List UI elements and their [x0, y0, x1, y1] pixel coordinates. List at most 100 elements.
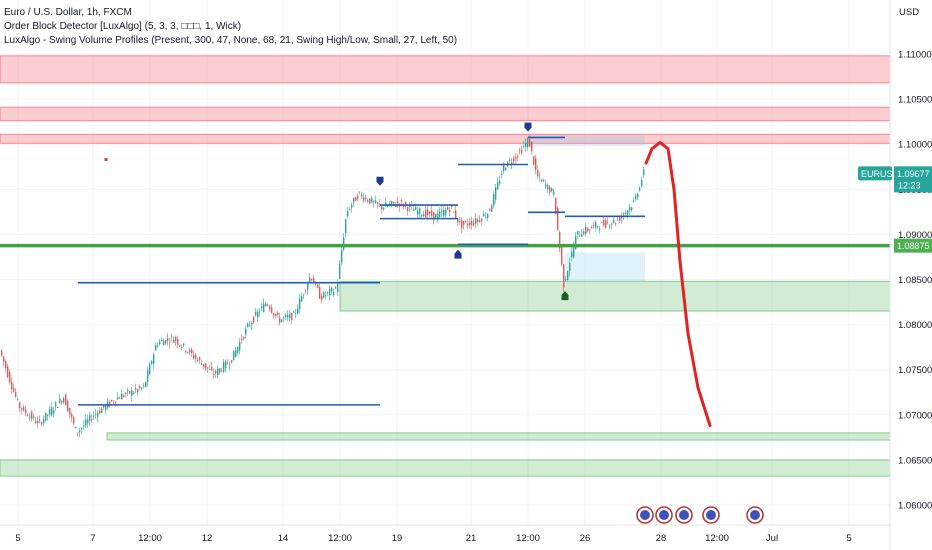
candle-body: [413, 209, 415, 211]
candle-body: [115, 401, 117, 403]
candle-body: [363, 197, 365, 201]
price-axis-tick-label: 1.10000: [898, 140, 932, 151]
candle-body: [225, 361, 227, 369]
candle-body: [121, 393, 123, 400]
candle-body: [39, 419, 41, 421]
economic-event-icon[interactable]: [655, 506, 673, 524]
candle-body: [261, 306, 263, 309]
candle-body: [367, 200, 369, 202]
candle-body: [221, 370, 223, 372]
legend-indicator-order-block[interactable]: Order Block Detector [LuxAlgo] (5, 3, 3,…: [4, 21, 242, 32]
level-price-badge[interactable]: [894, 238, 932, 253]
candle-body: [5, 361, 7, 369]
candle-body: [605, 220, 607, 228]
bar-countdown-text: 12:23: [898, 180, 921, 190]
supply-zone[interactable]: [0, 133, 891, 144]
economic-event-icon[interactable]: [675, 506, 693, 524]
legend-symbol-title[interactable]: Euro / U.S. Dollar, 1h, FXCM: [4, 7, 132, 18]
candle-body: [331, 287, 333, 292]
economic-event-icon[interactable]: [636, 506, 654, 524]
candle-body: [325, 295, 327, 297]
candle-body: [339, 263, 341, 279]
candle-body: [393, 201, 395, 204]
candle-body: [223, 362, 225, 372]
supply-zone[interactable]: [0, 106, 891, 122]
candle-body: [203, 364, 205, 367]
symbol-name-badge[interactable]: [858, 166, 892, 181]
candle-body: [349, 209, 351, 211]
candle-body: [551, 188, 553, 192]
candle-body: [581, 234, 583, 237]
candle-body: [41, 422, 43, 425]
candle-body: [495, 187, 497, 200]
candle-body: [241, 338, 243, 341]
candle-body: [443, 209, 445, 217]
candle-body: [403, 204, 405, 208]
candle-body: [577, 231, 579, 235]
candle-body: [243, 336, 245, 339]
candle-body: [131, 390, 133, 396]
candle-body: [275, 313, 277, 316]
candle-body: [519, 150, 521, 152]
candle-body: [191, 349, 193, 353]
candle-body: [181, 347, 183, 348]
swing-high-marker: [524, 122, 532, 132]
candle-body: [273, 313, 275, 316]
volume-profile-box: [528, 135, 645, 147]
candle-body: [21, 407, 23, 410]
candle-body: [111, 400, 113, 402]
candle-body: [395, 205, 397, 208]
demand-zone[interactable]: [0, 459, 891, 477]
candle-body: [429, 211, 431, 214]
candle-body: [599, 228, 601, 230]
candle-body: [171, 336, 173, 338]
candle-body: [289, 313, 291, 319]
candle-body: [245, 328, 247, 335]
candle-body: [53, 410, 55, 414]
candle-body: [441, 211, 443, 212]
candle-body: [123, 395, 125, 397]
candle-body: [57, 407, 59, 409]
candle-body: [433, 212, 435, 220]
candle-body: [55, 402, 57, 407]
candle-body: [381, 206, 383, 210]
candle-body: [573, 245, 575, 258]
hand-drawn-projection[interactable]: [644, 140, 712, 428]
legend-indicator-swing-volume[interactable]: LuxAlgo - Swing Volume Profiles (Present…: [4, 35, 458, 46]
candle-body: [73, 417, 75, 424]
candle-body: [279, 317, 281, 323]
supply-zone[interactable]: [0, 55, 891, 84]
candle-body: [613, 219, 615, 223]
candle-body: [383, 207, 385, 210]
economic-event-icon[interactable]: [702, 506, 720, 524]
candle-body: [555, 197, 557, 215]
last-price-badge[interactable]: [894, 166, 932, 193]
candle-body: [489, 208, 491, 211]
candle-body: [11, 382, 13, 389]
candle-body: [521, 149, 523, 154]
candle-body: [233, 350, 235, 361]
demand-zone[interactable]: [106, 432, 891, 441]
candle-body: [235, 350, 237, 357]
candle-body: [465, 221, 467, 223]
candle-body: [97, 412, 99, 417]
candle-body: [47, 414, 49, 416]
candle-body: [333, 291, 335, 296]
candle-body: [147, 370, 149, 382]
candle-body: [215, 371, 217, 374]
demand-zone[interactable]: [339, 280, 891, 312]
candle-body: [195, 355, 197, 359]
candle-body: [553, 190, 555, 195]
candle-body: [281, 319, 283, 322]
candle-body: [23, 407, 25, 411]
candle-body: [525, 142, 527, 147]
candle-body: [51, 407, 53, 415]
candle-body: [137, 389, 139, 393]
economic-event-icon[interactable]: [746, 506, 764, 524]
candle-body: [473, 222, 475, 226]
candle-body: [237, 346, 239, 353]
candle-body: [79, 430, 81, 433]
candle-body: [65, 394, 67, 406]
candle-body: [329, 288, 331, 296]
